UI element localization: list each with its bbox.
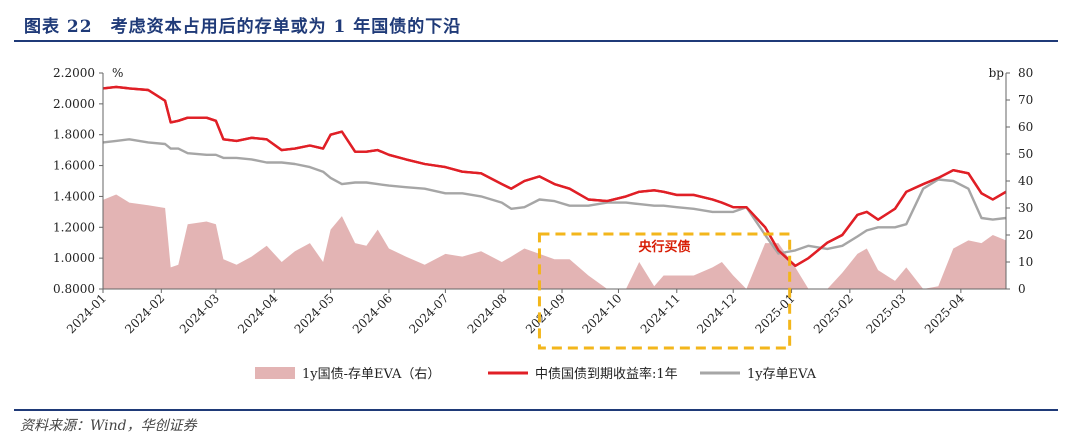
right-tick-label: 70 [1018,93,1033,107]
right-tick-label: 80 [1018,66,1033,80]
figure-source: 资料来源：Wind，华创证券 [20,418,197,434]
legend-swatch-spread-area [255,367,295,379]
left-tick-label: 2.0000 [53,97,95,111]
left-tick-label: 1.6000 [53,159,95,173]
left-tick-label: 0.8000 [53,282,95,296]
right-tick-label: 0 [1018,282,1026,296]
x-tick-label: 2025-02 [811,291,856,336]
figure-title: 图表 22 考虑资本占用后的存单或为 1 年国债的下沿 [24,17,462,37]
left-tick-label: 1.2000 [53,220,95,234]
right-tick-label: 50 [1018,147,1033,161]
x-tick-label: 2024-01 [64,291,109,336]
left-tick-label: 1.0000 [53,251,95,265]
central-bank-annotation: 央行买债 [639,239,691,255]
x-tick-label: 2024-03 [177,291,222,336]
left-tick-label: 1.8000 [53,128,95,142]
x-tick-label: 2024-02 [122,291,167,336]
x-tick-label: 2025-03 [863,291,908,336]
figure-header: 图表 22 考虑资本占用后的存单或为 1 年国债的下沿 [14,8,1064,38]
x-tick-label: 2024-05 [292,291,337,336]
chart: 0.8000 1.0000 1.2000 1.4000 1.6000 1.8000 2.00… [53,66,1033,382]
x-tick-label: 2024-10 [579,291,624,336]
series-1y-cd-eva-line [102,138,1007,255]
x-tick-label: 2024-04 [235,291,280,336]
x-tick-label: 2025-04 [922,291,967,336]
legend-label-spread-area: 1y国债-存单EVA（右） [302,367,440,382]
x-tick-label: 2024-08 [465,291,510,336]
series-1y-treasury-yield-line [102,85,1007,268]
left-axis-unit: % [112,66,123,80]
legend-label-cd-eva: 1y存单EVA [747,367,817,382]
footer-rule [14,409,1058,411]
left-tick-label: 1.4000 [53,189,95,203]
x-tick-label: 2024-11 [638,291,683,336]
right-tick-label: 40 [1018,174,1033,188]
right-tick-label: 60 [1018,120,1033,134]
series-spread-area [103,194,1006,289]
x-tick-label: 2024-06 [350,291,395,336]
right-tick-label: 10 [1018,255,1033,269]
left-tick-label: 2.2000 [53,66,95,80]
x-tick-label: 2024-07 [406,291,451,336]
header-rule [14,40,1058,42]
right-tick-label: 30 [1018,201,1033,215]
right-axis-unit: bp [989,66,1005,80]
legend-label-treasury-yield: 中债国债到期收益率:1年 [535,366,678,382]
x-tick-label: 2024-12 [694,291,739,336]
right-tick-label: 20 [1018,228,1033,242]
series-1y-treasury-yield-line-top [102,85,1007,268]
x-tick-label: 2024-09 [523,291,568,336]
central-bank-highlight-box [537,232,792,350]
